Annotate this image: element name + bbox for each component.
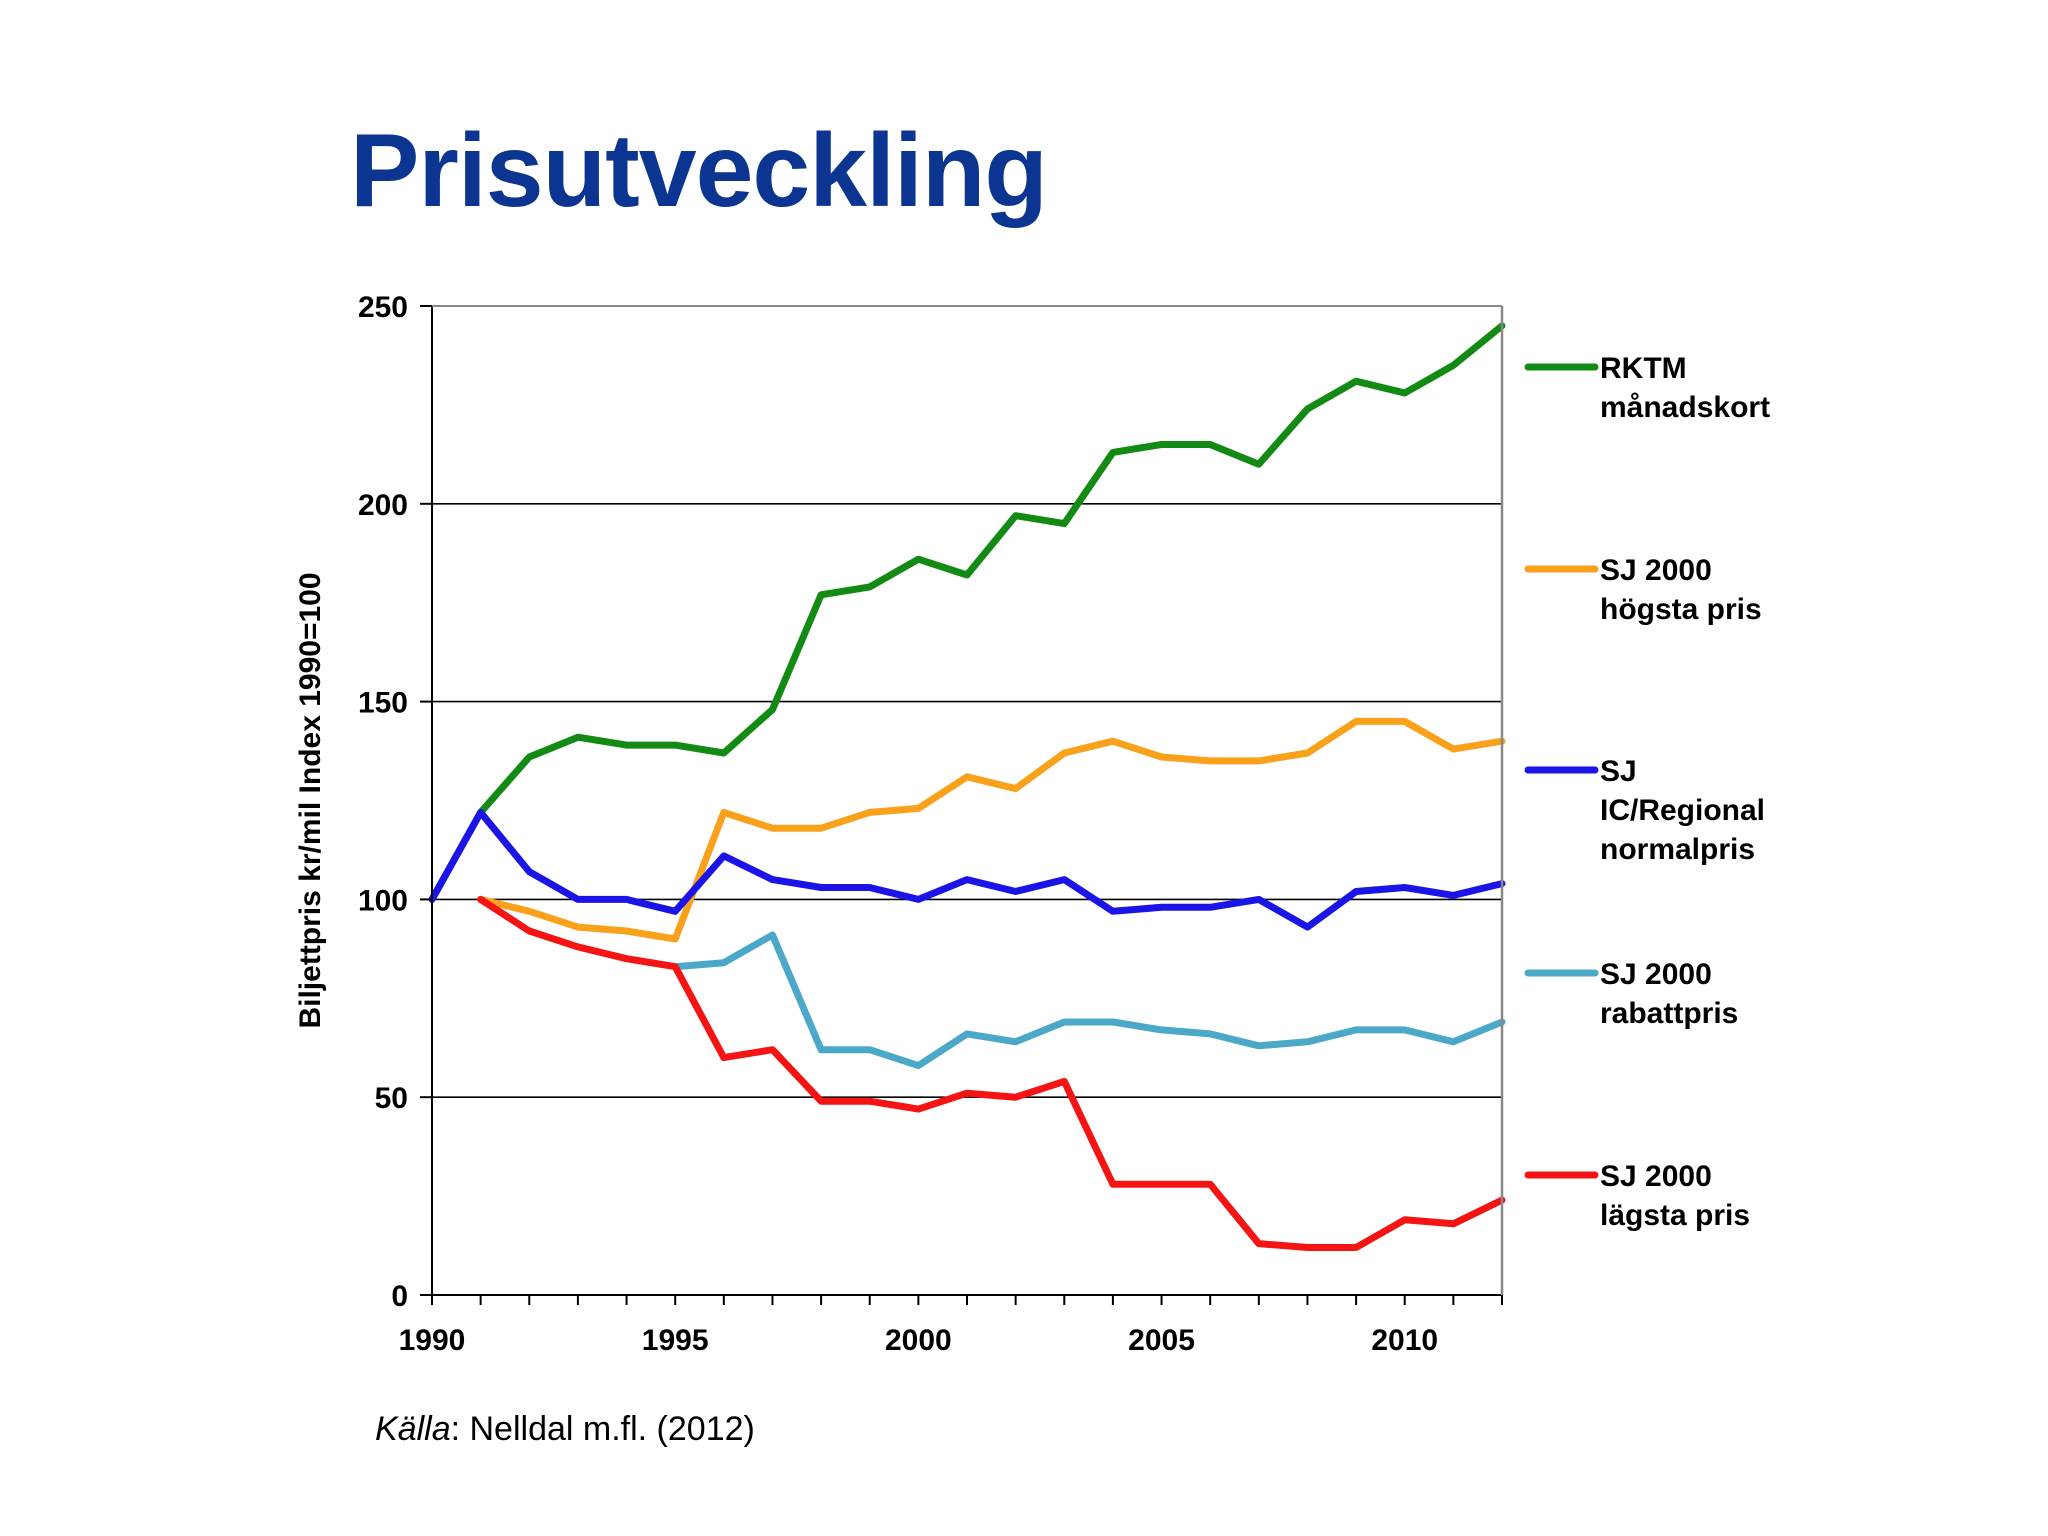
legend-label-line: IC/Regional (1600, 794, 1765, 827)
grid-lines (432, 305, 1502, 1098)
x-tick-label: 2005 (1128, 1324, 1195, 1357)
y-tick-label: 0 (391, 1280, 408, 1313)
series-lines (428, 322, 1506, 1251)
y-tick-label: 250 (358, 291, 408, 324)
legend: RKTM månadskort SJ 2000 högsta pris SJ IC/Reg… (1524, 352, 1770, 1232)
legend-label-line: normalpris (1600, 833, 1755, 866)
legend-label-line: RKTM (1600, 352, 1687, 385)
legend-label-1: RKTM månadskort (1600, 352, 1770, 424)
legend-label-line: högsta pris (1600, 593, 1762, 626)
legend-label-line: SJ 2000 (1600, 554, 1712, 587)
legend-label-line: SJ (1600, 755, 1637, 788)
legend-label-line: månadskort (1600, 391, 1770, 424)
series-line-1 (428, 322, 1506, 903)
x-tick-label: 2010 (1371, 1324, 1438, 1357)
source-note: Källa: Nelldal m.fl. (2012) (375, 1410, 755, 1449)
legend-label-line: rabattpris (1600, 997, 1738, 1030)
legend-label-2: SJ 2000 högsta pris (1600, 554, 1762, 626)
y-tick-label: 200 (358, 489, 408, 522)
series-line-3 (428, 808, 1506, 931)
source-text: : Nelldal m.fl. (2012) (450, 1410, 755, 1448)
axes: 0 50 100 150 200 250 1990 1995 2000 2005 2010 Bilje… (294, 291, 1504, 1357)
slide-title: Prisutveckling (350, 113, 1048, 229)
x-tick-label: 2000 (885, 1324, 952, 1357)
legend-label-line: SJ 2000 (1600, 1160, 1712, 1193)
series-line-5 (477, 895, 1506, 1251)
y-tick-label: 50 (375, 1082, 408, 1115)
y-tick-label: 100 (358, 884, 408, 917)
legend-label-3: SJ IC/Regional normalpris (1600, 755, 1765, 866)
x-tick-label: 1990 (399, 1324, 466, 1357)
source-label: Källa (375, 1410, 451, 1448)
legend-label-5: SJ 2000 lägsta pris (1600, 1160, 1750, 1232)
series-line-2 (477, 717, 1506, 943)
legend-label-4: SJ 2000 rabattpris (1600, 958, 1738, 1030)
x-tick-label: 1995 (642, 1324, 709, 1357)
legend-label-line: SJ 2000 (1600, 958, 1712, 991)
series-line-4 (671, 931, 1506, 1070)
y-axis-title: Biljettpris kr/mil Index 1990=100 (294, 572, 327, 1028)
y-tick-label: 150 (358, 687, 408, 720)
legend-label-line: lägsta pris (1600, 1199, 1750, 1232)
